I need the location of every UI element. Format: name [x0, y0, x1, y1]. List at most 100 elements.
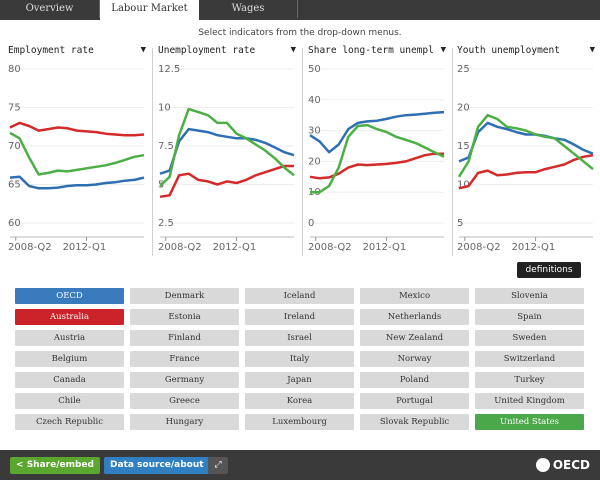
country-button[interactable]: Sweden: [475, 330, 584, 346]
series-line: [9, 121, 145, 137]
country-button[interactable]: Turkey: [475, 372, 584, 388]
indicator-label: Youth unemployment: [457, 45, 560, 56]
tab-wages[interactable]: Wages: [199, 0, 298, 18]
country-button[interactable]: Luxembourg: [245, 414, 354, 430]
country-button[interactable]: Greece: [130, 393, 239, 409]
logo-text: OECD: [552, 458, 590, 472]
chart-panel-youth: Youth unemployment ▼ 25 20 15 10 5 2008-Q2 201…: [457, 45, 600, 260]
indicator-label: Employment rate: [8, 45, 94, 56]
country-button[interactable]: Mexico: [360, 288, 469, 304]
indicator-label: Share long-term unempl: [308, 45, 434, 56]
series-line: [457, 113, 594, 178]
panel-divider: [452, 48, 453, 256]
data-source-button[interactable]: Data source/about: [104, 457, 210, 474]
country-button[interactable]: Belgium: [15, 351, 124, 367]
country-button[interactable]: United States: [475, 414, 584, 430]
dropdown-arrow-icon: ▼: [290, 45, 296, 55]
y-tick-label: 20: [457, 103, 470, 114]
country-button[interactable]: OECD: [15, 288, 124, 304]
country-button[interactable]: Estonia: [130, 309, 239, 325]
x-tick-label: 2008-Q2: [8, 242, 52, 253]
country-button[interactable]: Italy: [245, 351, 354, 367]
x-tick-label: 2012-Q1: [213, 242, 257, 253]
indicator-dropdown[interactable]: Employment rate ▼: [8, 45, 146, 61]
country-button[interactable]: Iceland: [245, 288, 354, 304]
share-label: Share/embed: [26, 460, 94, 470]
country-button[interactable]: Chile: [15, 393, 124, 409]
country-button[interactable]: Spain: [475, 309, 584, 325]
country-button[interactable]: Japan: [245, 372, 354, 388]
country-button[interactable]: Korea: [245, 393, 354, 409]
country-button[interactable]: France: [130, 351, 239, 367]
dropdown-arrow-icon: ▼: [440, 45, 446, 55]
y-tick-label: 70: [8, 141, 21, 152]
y-tick-label: 5: [457, 218, 463, 229]
indicator-dropdown[interactable]: Share long-term unempl ▼: [308, 45, 446, 61]
y-tick-label: 60: [8, 218, 21, 229]
series-line: [309, 152, 444, 180]
indicator-dropdown[interactable]: Youth unemployment ▼: [457, 45, 595, 61]
x-tick-label: 2008-Q2: [158, 242, 202, 253]
x-tick-label: 2008-Q2: [308, 242, 352, 253]
country-button[interactable]: Germany: [130, 372, 239, 388]
x-tick-label: 2012-Q1: [63, 242, 107, 253]
panel-divider: [302, 48, 303, 256]
country-button[interactable]: Switzerland: [475, 351, 584, 367]
share-icon: <: [16, 460, 24, 470]
y-tick-label: 2.5: [158, 218, 174, 229]
dropdown-arrow-icon: ▼: [140, 45, 146, 55]
oecd-logo: OECD: [535, 457, 590, 474]
chart-panel-unemployment: Unemployment rate ▼ 12.5 10 7.5 5 2.5 2008-Q2…: [158, 45, 304, 260]
tab-labour-market[interactable]: Labour Market: [100, 0, 199, 20]
country-button[interactable]: United Kingdom: [475, 393, 584, 409]
y-tick-label: 7.5: [158, 141, 174, 152]
x-tick-label: 2012-Q1: [363, 242, 407, 253]
country-button[interactable]: Hungary: [130, 414, 239, 430]
y-tick-label: 20: [308, 156, 321, 167]
y-tick-label: 10: [457, 180, 470, 191]
tab-bar: Overview Labour Market Wages: [0, 0, 600, 20]
series-line: [309, 110, 445, 154]
expand-icon[interactable]: ⤢: [208, 457, 228, 474]
country-button[interactable]: Australia: [15, 309, 124, 325]
y-tick-label: 80: [8, 64, 21, 75]
country-button[interactable]: Canada: [15, 372, 124, 388]
country-button[interactable]: Netherlands: [360, 309, 469, 325]
country-button[interactable]: Czech Republic: [15, 414, 124, 430]
country-button[interactable]: Ireland: [245, 309, 354, 325]
country-button[interactable]: Austria: [15, 330, 124, 346]
tab-overview[interactable]: Overview: [0, 0, 100, 18]
country-button[interactable]: Finland: [130, 330, 239, 346]
series-line: [310, 123, 445, 194]
country-button[interactable]: Israel: [245, 330, 354, 346]
y-tick-label: 75: [8, 103, 21, 114]
y-tick-label: 30: [308, 126, 321, 137]
definitions-button[interactable]: definitions: [517, 262, 581, 278]
country-button[interactable]: Slovak Republic: [360, 414, 469, 430]
country-button[interactable]: Slovenia: [475, 288, 584, 304]
country-button[interactable]: Poland: [360, 372, 469, 388]
country-button[interactable]: New Zealand: [360, 330, 469, 346]
series-line: [159, 107, 295, 187]
series-line: [9, 131, 145, 176]
dropdown-arrow-icon: ▼: [589, 45, 595, 55]
y-tick-label: 65: [8, 180, 21, 191]
y-tick-label: 50: [308, 64, 321, 75]
y-tick-label: 15: [457, 141, 470, 152]
series-line: [159, 164, 294, 199]
panel-divider: [152, 48, 153, 256]
country-button[interactable]: Denmark: [130, 288, 239, 304]
y-tick-label: 40: [308, 95, 321, 106]
series-line: [159, 127, 295, 175]
instructions-text: Select indicators from the drop-down men…: [198, 28, 402, 38]
y-tick-label: 0: [308, 218, 314, 229]
share-embed-button[interactable]: < Share/embed: [10, 457, 100, 474]
chart-svg: 25 20 15 10 5 2008-Q2 2012-Q1: [457, 64, 594, 253]
country-button[interactable]: Norway: [360, 351, 469, 367]
series-line: [458, 153, 594, 190]
indicator-dropdown[interactable]: Unemployment rate ▼: [158, 45, 296, 61]
x-tick-label: 2008-Q2: [457, 242, 501, 253]
country-button[interactable]: Portugal: [360, 393, 469, 409]
